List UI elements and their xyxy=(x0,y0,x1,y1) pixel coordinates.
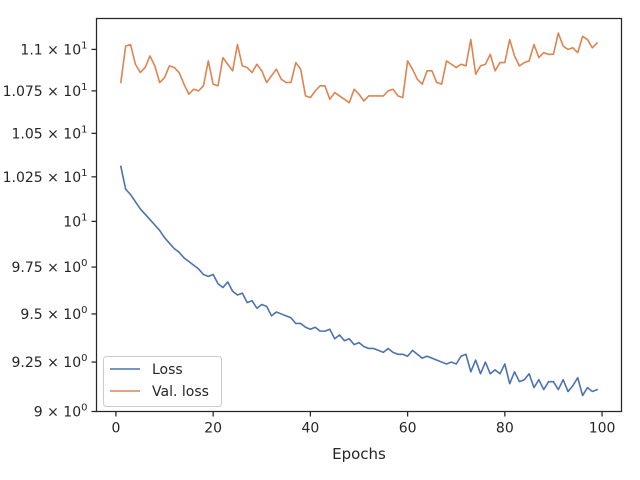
legend-label-loss: Loss xyxy=(152,362,183,378)
y-tick-label: 9.25 × 100 xyxy=(12,353,88,371)
y-tick-label: 1.1 × 101 xyxy=(20,40,87,58)
legend-label-val-loss: Val. loss xyxy=(152,384,209,400)
y-tick-label: 9 × 100 xyxy=(34,403,88,421)
x-tick-label: 0 xyxy=(111,421,120,437)
x-axis-title: Epochs xyxy=(332,445,386,463)
y-tick-label: 1.075 × 101 xyxy=(3,82,88,100)
y-tick-label: 1.025 × 101 xyxy=(3,168,88,186)
y-tick-label: 9.5 × 100 xyxy=(20,305,87,323)
x-tick-label: 100 xyxy=(589,421,616,437)
plot-lines xyxy=(120,32,598,397)
legend: Loss Val. loss xyxy=(103,356,222,407)
y-tick-label: 101 xyxy=(63,212,87,230)
x-axis-ticks: 0 20 40 60 80 100 xyxy=(111,411,616,437)
series-line-val-loss xyxy=(120,32,598,104)
series-line-loss xyxy=(120,165,598,397)
x-tick-label: 60 xyxy=(399,421,417,437)
y-axis-ticks: 9 × 100 9.25 × 100 9.5 × 100 9.75 × 100 101 1… xyxy=(3,40,97,421)
y-tick-label: 1.05 × 101 xyxy=(12,124,88,142)
x-tick-label: 20 xyxy=(204,421,222,437)
y-tick-label: 9.75 × 100 xyxy=(12,258,88,276)
axes-frame xyxy=(95,17,623,413)
x-tick-label: 80 xyxy=(496,421,514,437)
x-tick-label: 40 xyxy=(301,421,319,437)
